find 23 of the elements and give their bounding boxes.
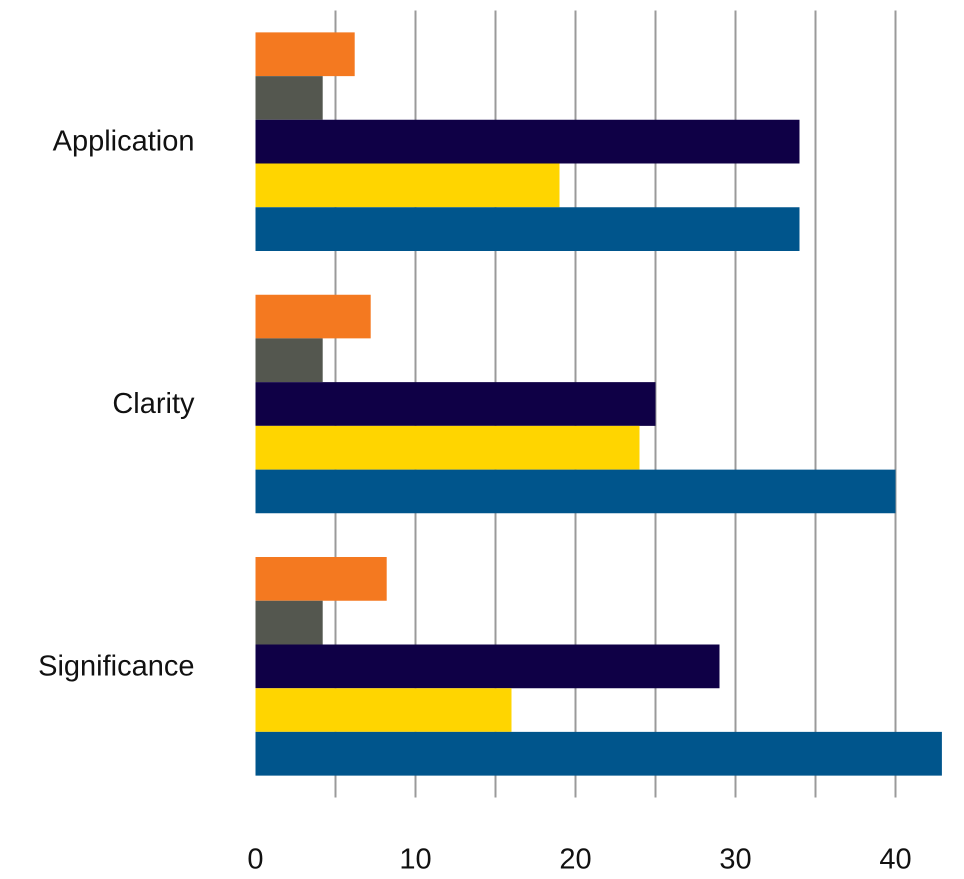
bar: [256, 338, 323, 382]
x-tick-label: 0: [247, 844, 264, 876]
bar: [256, 557, 387, 601]
y-tick-label: Clarity: [112, 388, 195, 420]
x-tick-label: 30: [719, 844, 752, 876]
x-tick-label: 40: [879, 844, 912, 876]
bar: [256, 688, 512, 732]
bar: [256, 732, 942, 776]
bar: [256, 207, 800, 251]
bar: [256, 294, 371, 338]
x-tick-label: 20: [559, 844, 592, 876]
y-tick-label: Application: [52, 126, 195, 158]
bar: [256, 382, 656, 426]
bar: [256, 164, 560, 208]
bar: [256, 32, 355, 76]
x-tick-label: 10: [399, 844, 432, 876]
bar: [256, 600, 323, 644]
bar: [256, 76, 323, 120]
y-tick-label: Significance: [38, 650, 195, 682]
bar: [256, 120, 800, 164]
bar: [256, 426, 640, 470]
bar: [256, 644, 720, 688]
bar: [256, 470, 896, 514]
